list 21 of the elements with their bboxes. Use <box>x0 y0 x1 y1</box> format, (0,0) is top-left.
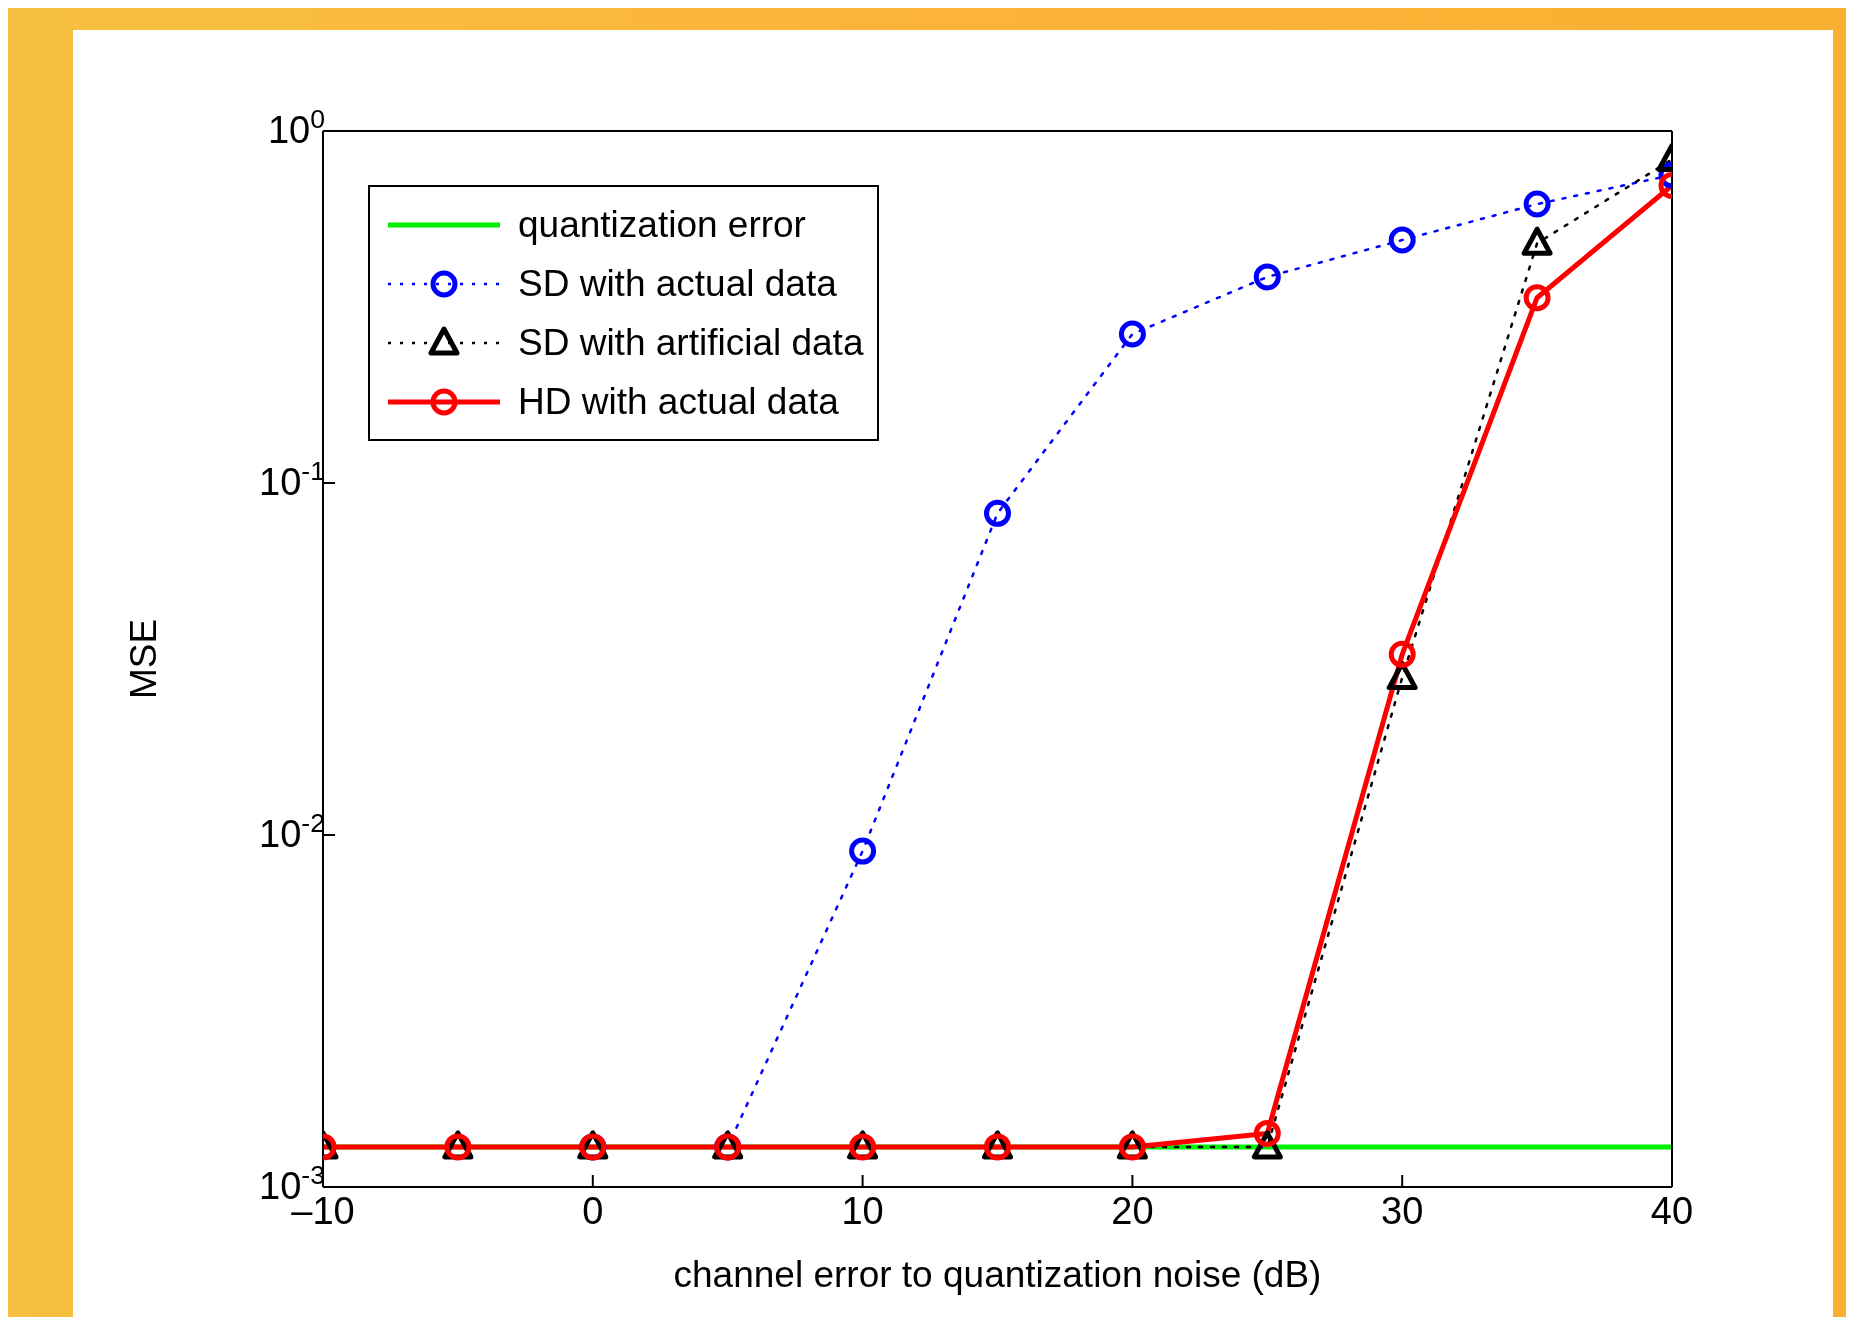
point <box>984 499 1011 527</box>
x-axis-title: channel error to quantization noise (dB) <box>673 1254 1322 1295</box>
x-tick-label: 20 <box>1111 1189 1154 1232</box>
y-tick-label: 10$^{0}$ <box>267 104 325 151</box>
point <box>1388 640 1416 668</box>
point <box>1523 284 1551 312</box>
legend-label: SD with artificial data <box>518 321 864 364</box>
x-tick-label: 40 <box>1650 1189 1694 1232</box>
legend-label: quantization error <box>518 203 806 246</box>
point <box>849 837 877 865</box>
point <box>1253 263 1281 291</box>
x-tick-label: 30 <box>1381 1189 1424 1232</box>
point <box>1523 190 1551 218</box>
y-axis-title: MSE <box>123 618 165 700</box>
point <box>1253 1119 1281 1147</box>
x-tick-label: 0 <box>582 1189 604 1232</box>
point <box>1118 320 1146 348</box>
legend-label: SD with actual data <box>518 262 837 305</box>
x-tick-label: 10 <box>841 1189 884 1232</box>
legend-label: HD with actual data <box>518 380 839 423</box>
point <box>1388 226 1416 254</box>
